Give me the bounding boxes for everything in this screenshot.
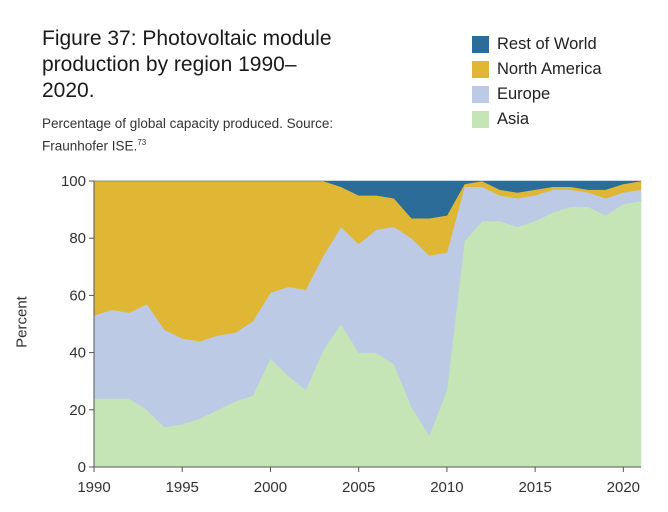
chart-subtitle: Percentage of global capacity produced. … <box>42 114 362 156</box>
legend-item-rest-of-world: Rest of World <box>472 32 602 57</box>
legend-label-asia: Asia <box>497 110 530 128</box>
legend-item-north-america: North America <box>472 57 602 82</box>
x-tick-label: 2005 <box>342 479 375 496</box>
y-tick-label: 60 <box>69 287 86 304</box>
y-tick-label: 40 <box>69 345 86 362</box>
subtitle-text: Percentage of global capacity produced. … <box>42 116 334 154</box>
chart-legend: Rest of World North America Europe Asia <box>472 32 602 132</box>
x-tick-label: 2020 <box>607 479 640 496</box>
legend-item-europe: Europe <box>472 82 602 107</box>
legend-swatch-asia <box>472 111 489 128</box>
legend-label-north-america: North America <box>497 60 602 78</box>
x-tick-label: 2010 <box>430 479 463 496</box>
legend-swatch-rest-of-world <box>472 36 489 53</box>
x-tick-label: 1995 <box>166 479 199 496</box>
x-tick-label: 2015 <box>518 479 551 496</box>
y-tick-label: 20 <box>69 402 86 419</box>
chart-title: Figure 37: Photovoltaic module productio… <box>42 27 332 102</box>
legend-label-rest-of-world: Rest of World <box>497 35 597 53</box>
x-tick-label: 1990 <box>77 479 110 496</box>
y-tick-label: 80 <box>69 230 86 247</box>
x-tick-label: 2000 <box>254 479 287 496</box>
subtitle-footnote-ref: 73 <box>137 138 147 147</box>
legend-item-asia: Asia <box>472 107 602 132</box>
legend-label-europe: Europe <box>497 85 551 103</box>
legend-swatch-north-america <box>472 61 489 78</box>
area-series-rest-of-world <box>94 180 642 219</box>
y-tick-label: 100 <box>61 173 86 190</box>
y-tick-label: 0 <box>78 459 86 476</box>
legend-swatch-europe <box>472 86 489 103</box>
